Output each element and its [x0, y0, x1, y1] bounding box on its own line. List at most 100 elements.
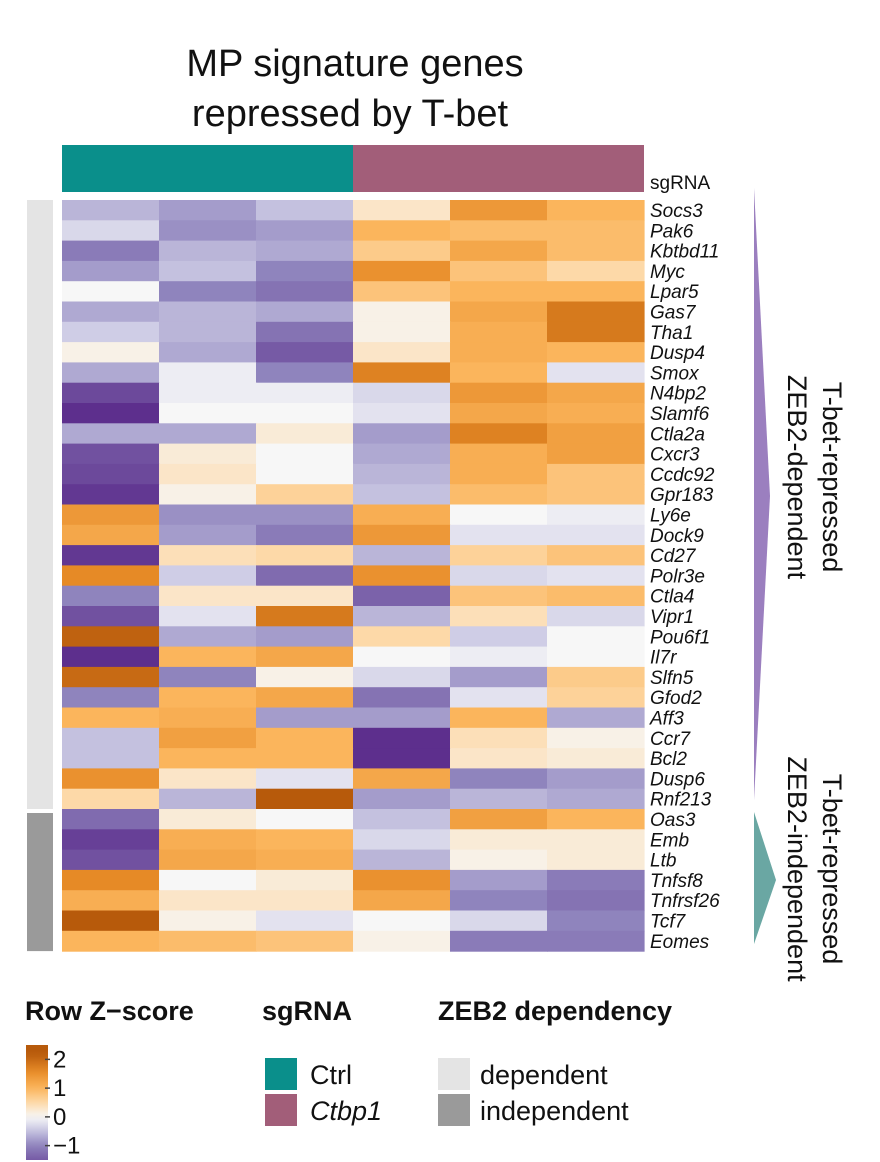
- heatmap-cell: [547, 484, 645, 506]
- heatmap-cell: [62, 890, 160, 912]
- heatmap-cell: [353, 829, 451, 851]
- heatmap-cell: [159, 565, 257, 587]
- heatmap-cell: [159, 890, 257, 912]
- heatmap-cell: [159, 200, 257, 221]
- gene-label: N4bp2: [650, 384, 706, 405]
- gene-label: Ltb: [650, 851, 676, 872]
- heatmap-cell: [353, 565, 451, 587]
- heatmap-cell: [547, 585, 645, 607]
- heatmap-cell: [159, 321, 257, 343]
- gene-label: Cxcr3: [650, 445, 700, 466]
- heatmap-cell: [256, 930, 354, 952]
- heatmap-cell: [353, 281, 451, 303]
- gene-label: Vipr1: [650, 607, 694, 628]
- legend-label-independent: independent: [480, 1096, 629, 1126]
- independent-arrow: [754, 812, 776, 944]
- heatmap-cell: [450, 382, 548, 404]
- heatmap-cell: [547, 687, 645, 709]
- heatmap-cell: [450, 220, 548, 242]
- heatmap-cell: [256, 545, 354, 566]
- heatmap-cell: [256, 220, 354, 242]
- legend-label-ctbp1: Ctbp1: [310, 1096, 382, 1126]
- heatmap-cell: [62, 403, 160, 424]
- zscore-tick-label: 0: [53, 1104, 66, 1131]
- gene-label: Il7r: [650, 648, 677, 669]
- heatmap-cell: [450, 849, 548, 871]
- heatmap-cell: [450, 788, 548, 810]
- heatmap-cell: [353, 788, 451, 810]
- heatmap-cell: [159, 585, 257, 607]
- chart-title-line-1: MP signature genes: [186, 43, 523, 85]
- heatmap-cell: [159, 869, 257, 891]
- heatmap-cell: [62, 748, 160, 769]
- heatmap-cell: [62, 281, 160, 303]
- heatmap-cell: [450, 443, 548, 465]
- heatmap-cell: [353, 727, 451, 749]
- gene-label: Gpr183: [650, 485, 714, 506]
- heatmap-cell: [159, 666, 257, 688]
- side-label-independent-line-1: T-bet-repressed: [817, 774, 847, 965]
- legend-swatch-dependent: [438, 1058, 470, 1090]
- heatmap-cell: [256, 890, 354, 912]
- heatmap-cell: [159, 545, 257, 566]
- heatmap-cell: [547, 646, 645, 668]
- heatmap-cell: [256, 484, 354, 506]
- heatmap-cell: [159, 727, 257, 749]
- heatmap-cell: [62, 443, 160, 465]
- zeb2-legend-title: ZEB2 dependency: [438, 996, 672, 1026]
- heatmap-cell: [62, 484, 160, 506]
- gene-label: Gas7: [650, 303, 697, 324]
- heatmap-cell: [256, 646, 354, 668]
- heatmap-cell: [353, 869, 451, 891]
- heatmap-cell: [547, 890, 645, 912]
- heatmap-cell: [256, 463, 354, 485]
- gene-label: Myc: [650, 262, 685, 283]
- heatmap-cell: [547, 403, 645, 424]
- heatmap-cell: [547, 930, 645, 952]
- heatmap-cell: [256, 260, 354, 282]
- sgrna-legend-title: sgRNA: [262, 996, 352, 1026]
- heatmap-cell: [62, 565, 160, 587]
- heatmap-cell: [353, 260, 451, 282]
- heatmap-cell: [353, 707, 451, 729]
- gene-label: Ccr7: [650, 729, 692, 750]
- heatmap-cell: [547, 524, 645, 546]
- heatmap-cell: [62, 626, 160, 648]
- heatmap-cell: [547, 240, 645, 262]
- heatmap-cell: [547, 463, 645, 485]
- heatmap-cell: [450, 646, 548, 668]
- heatmap-cell: [256, 321, 354, 343]
- heatmap-cell: [353, 301, 451, 323]
- heatmap-cell: [547, 301, 645, 323]
- heatmap-cell: [159, 930, 257, 952]
- gene-label: Tnfsf8: [650, 871, 703, 892]
- heatmap-cell: [62, 321, 160, 343]
- heatmap-cell: [159, 626, 257, 648]
- heatmap-cell: [62, 666, 160, 688]
- heatmap-cell: [256, 382, 354, 404]
- heatmap-cell: [450, 260, 548, 282]
- heatmap-cell: [353, 504, 451, 526]
- heatmap-cell: [256, 200, 354, 221]
- gene-label: Slamf6: [650, 404, 710, 425]
- heatmap-cell: [159, 403, 257, 424]
- heatmap-cell: [256, 910, 354, 932]
- gene-label: Oas3: [650, 810, 696, 831]
- gene-label: Smox: [650, 363, 700, 384]
- heatmap-cell: [62, 707, 160, 729]
- sgrna-annotation-label: sgRNA: [650, 173, 711, 194]
- sgrna-annotation-segment: [353, 145, 644, 192]
- heatmap-cell: [159, 809, 257, 830]
- heatmap-cell: [450, 626, 548, 648]
- heatmap-cell: [62, 606, 160, 627]
- legend-swatch-ctbp1: [265, 1094, 297, 1126]
- heatmap-cell: [62, 504, 160, 526]
- heatmap-cell: [450, 281, 548, 303]
- heatmap-cell: [450, 666, 548, 688]
- heatmap-cell: [450, 930, 548, 952]
- heatmap-cell: [256, 727, 354, 749]
- heatmap-cell: [159, 524, 257, 546]
- heatmap-cell: [353, 666, 451, 688]
- side-label-dependent-line-1: T-bet-repressed: [817, 382, 847, 573]
- side-label-independent-line-2: ZEB2-independent: [782, 756, 812, 982]
